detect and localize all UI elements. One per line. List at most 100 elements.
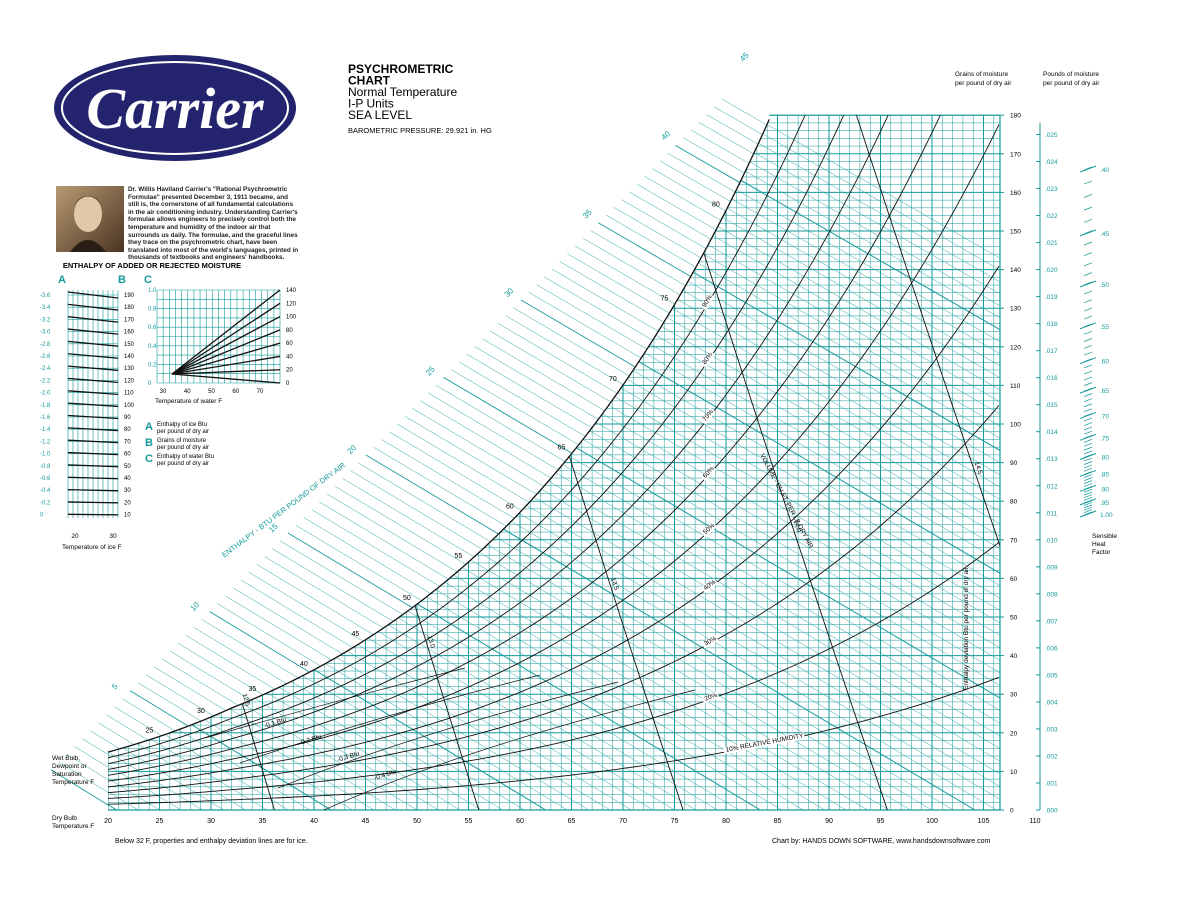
b-tick-label: 10 — [124, 513, 131, 519]
inset-a-curve — [67, 402, 119, 408]
enthalpy-line — [108, 115, 461, 810]
shf-minor-tick — [1083, 262, 1093, 267]
wet-bulb-label: 45 — [352, 631, 360, 638]
enthalpy-extension — [90, 730, 120, 749]
footer-credit: Chart by: HANDS DOWN SOFTWARE, www.hands… — [772, 838, 991, 845]
enthalpy-extension — [567, 253, 670, 314]
inset-letter: C — [144, 274, 152, 286]
grains-tick-label: 140 — [1010, 267, 1021, 274]
a-tick-label: -2.8 — [40, 342, 51, 348]
b-tick-label: 40 — [124, 476, 131, 482]
shf-minor-tick — [1083, 509, 1093, 514]
rh-curve — [108, 265, 1000, 788]
b-tick-label: 120 — [124, 378, 135, 384]
pounds-tick-label: .018 — [1045, 321, 1058, 328]
enthalpy-extension — [295, 524, 422, 601]
wet-bulb-title: Wet Bulb, — [52, 755, 80, 762]
c-bottom-tick: 70 — [257, 389, 264, 395]
enthalpy-extension — [435, 384, 566, 462]
enthalpy-line — [108, 115, 654, 810]
water-title: Temperature of water F — [155, 398, 222, 405]
enthalpy-extension — [605, 214, 697, 268]
enthalpy-line — [607, 115, 1000, 810]
a-tick-label: -1.4 — [40, 427, 51, 433]
deviation-curve — [239, 674, 541, 764]
rh-curve — [108, 115, 1000, 776]
c-right-tick: 60 — [286, 341, 293, 347]
b-tick-label: 30 — [124, 488, 131, 494]
logo-ring — [61, 61, 289, 155]
shf-tick-label: .40 — [1100, 167, 1109, 174]
shf-minor-tick — [1083, 506, 1093, 511]
wet-bulb-label: 70 — [609, 376, 617, 383]
wet-bulb-label: 75 — [661, 296, 669, 303]
rh-curve — [108, 542, 1000, 799]
enthalpy-extension — [74, 746, 109, 768]
enthalpy-extension — [130, 690, 189, 727]
b-tick-label: 20 — [124, 500, 131, 506]
pounds-tick-label: .016 — [1045, 375, 1058, 382]
shf-minor-tick — [1083, 364, 1093, 369]
dry-bulb-tick: 65 — [568, 818, 576, 825]
pounds-title: per pound of dry air — [1043, 80, 1100, 87]
shf-minor-tick — [1083, 496, 1093, 501]
shf-minor-tick — [1083, 474, 1093, 478]
b-tick-label: 110 — [124, 391, 134, 397]
inset-c-line — [171, 315, 281, 375]
inset-a-curve — [67, 414, 119, 420]
inset-a-curve — [67, 451, 119, 456]
enthalpy-extension — [153, 666, 226, 711]
grains-tick-label: 70 — [1010, 537, 1018, 544]
shf-minor-tick — [1083, 345, 1093, 349]
enthalpy-extension — [381, 439, 515, 519]
dry-bulb-tick: 40 — [310, 818, 318, 825]
shf-tick — [1079, 433, 1097, 441]
enthalpy-extension — [365, 454, 499, 535]
dry-bulb-tick: 55 — [465, 818, 473, 825]
enthalpy-extension — [451, 369, 579, 446]
shf-tick — [1079, 484, 1097, 492]
dry-bulb-tick: 95 — [877, 818, 885, 825]
enthalpy-label: 10 — [189, 600, 202, 613]
enthalpy-extension — [466, 353, 592, 429]
enthalpy-line — [108, 115, 503, 810]
shf-tick-label: 1.00 — [1100, 512, 1113, 519]
grains-tick-label: 40 — [1010, 653, 1018, 660]
inset-a-curve — [67, 476, 119, 480]
enthalpy-extension — [544, 276, 653, 341]
enthalpy-label: 40 — [660, 129, 673, 142]
shf-minor-tick — [1083, 180, 1093, 185]
enthalpy-extension — [264, 556, 384, 629]
shf-minor-tick — [1083, 272, 1093, 276]
enthalpy-extension — [138, 682, 202, 722]
enthalpy-extension — [342, 478, 475, 558]
enthalpy-extension — [652, 168, 726, 212]
enthalpy-extension — [185, 635, 276, 690]
pounds-tick-label: .022 — [1045, 213, 1058, 220]
c-right-tick: 0 — [286, 381, 290, 387]
b-tick-label: 90 — [124, 415, 131, 421]
c-right-tick: 40 — [286, 354, 293, 360]
shf-tick-label: .75 — [1100, 435, 1109, 442]
enthalpy-extension — [505, 315, 624, 385]
enthalpy-line — [730, 115, 1000, 810]
enthalpy-extension — [122, 698, 176, 732]
dry-bulb-tick: 85 — [774, 818, 782, 825]
pounds-tick-label: .008 — [1045, 591, 1058, 598]
enthalpy-extension — [721, 98, 767, 126]
pounds-tick-label: .017 — [1045, 348, 1058, 355]
c-left-tick: 0 — [148, 381, 152, 387]
wet-bulb-title: Dewpoint or — [52, 763, 88, 770]
wet-bulb-label: 35 — [249, 686, 257, 693]
pounds-tick-label: .012 — [1045, 483, 1058, 490]
shf-minor-tick — [1083, 442, 1093, 447]
c-left-tick: 0.6 — [148, 325, 157, 331]
enthalpy-line — [108, 115, 547, 810]
inset-letter: B — [118, 274, 126, 286]
volume-line — [856, 115, 1000, 810]
b-tick-label: 160 — [124, 330, 135, 336]
enthalpy-line — [108, 115, 589, 810]
shf-minor-tick — [1083, 483, 1093, 487]
inset-c-line — [171, 342, 281, 375]
